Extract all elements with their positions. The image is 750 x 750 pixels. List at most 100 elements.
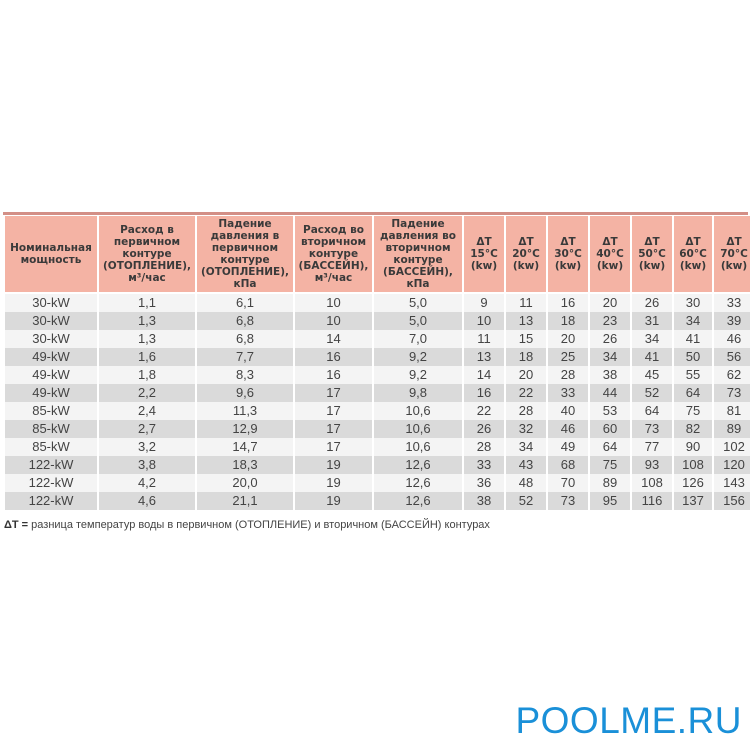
table-cell: 1,8	[99, 366, 195, 384]
table-cell: 68	[548, 456, 588, 474]
table-cell: 10	[295, 294, 372, 312]
table-cell: 38	[464, 492, 504, 510]
table-cell: 90	[674, 438, 712, 456]
table-cell: 52	[632, 384, 672, 402]
table-cell: 5,0	[374, 312, 462, 330]
table-cell: 17	[295, 438, 372, 456]
table-cell: 85-kW	[5, 438, 97, 456]
table-cell: 34	[674, 312, 712, 330]
table-cell: 73	[548, 492, 588, 510]
table-cell: 20	[548, 330, 588, 348]
table-cell: 82	[674, 420, 712, 438]
table-row: 122-kW 4,2 20,0 19 12,6 36 48 70 89 108 126 143	[5, 474, 750, 492]
table-cell: 18	[548, 312, 588, 330]
table-cell: 30	[674, 294, 712, 312]
table-cell: 95	[590, 492, 630, 510]
table-row: 122-kW 4,6 21,1 19 12,6 38 52 73 95 116 137 156	[5, 492, 750, 510]
table-cell: 75	[674, 402, 712, 420]
table-cell: 53	[590, 402, 630, 420]
column-header: ΔT 60°C (kw)	[674, 216, 712, 294]
table-cell: 77	[632, 438, 672, 456]
table-row: 85-kW 2,7 12,9 17 10,6 26 32 46 60 73 82 89	[5, 420, 750, 438]
footnote-text: разница температур воды в первичном (ОТО…	[28, 519, 490, 531]
table-row: 85-kW 3,2 14,7 17 10,6 28 34 49 64 77 90 102	[5, 438, 750, 456]
table-cell: 12,9	[197, 420, 293, 438]
table-row: 30-kW 1,3 6,8 10 5,0 10 13 18 23 31 34 39	[5, 312, 750, 330]
table-cell: 6,1	[197, 294, 293, 312]
table-cell: 2,4	[99, 402, 195, 420]
table-cell: 44	[590, 384, 630, 402]
table-cell: 36	[464, 474, 504, 492]
table-cell: 16	[295, 366, 372, 384]
table-cell: 49	[548, 438, 588, 456]
table-cell: 20,0	[197, 474, 293, 492]
table-cell: 56	[714, 348, 750, 366]
table-cell: 16	[548, 294, 588, 312]
table-cell: 48	[506, 474, 546, 492]
table-cell: 28	[506, 402, 546, 420]
table-cell: 1,3	[99, 312, 195, 330]
table-cell: 33	[548, 384, 588, 402]
table-row: 122-kW 3,8 18,3 19 12,6 33 43 68 75 93 108 120	[5, 456, 750, 474]
table-cell: 20	[506, 366, 546, 384]
column-header: Падение давления во вторичном контуре (Б…	[374, 216, 462, 294]
table-cell: 93	[632, 456, 672, 474]
table-top-rule	[3, 212, 748, 215]
table-cell: 38	[590, 366, 630, 384]
table-cell: 10,6	[374, 438, 462, 456]
table-cell: 108	[632, 474, 672, 492]
table-cell: 12,6	[374, 456, 462, 474]
table-cell: 4,6	[99, 492, 195, 510]
table-cell: 30-kW	[5, 294, 97, 312]
table-cell: 11	[464, 330, 504, 348]
table-cell: 20	[590, 294, 630, 312]
table-cell: 45	[632, 366, 672, 384]
table-cell: 46	[714, 330, 750, 348]
table-cell: 14	[295, 330, 372, 348]
table-row: 30-kW 1,1 6,1 10 5,0 9 11 16 20 26 30 33	[5, 294, 750, 312]
column-header: ΔT 15°C (kw)	[464, 216, 504, 294]
table-cell: 137	[674, 492, 712, 510]
table-cell: 3,8	[99, 456, 195, 474]
table-cell: 85-kW	[5, 402, 97, 420]
table-cell: 18,3	[197, 456, 293, 474]
table-cell: 2,2	[99, 384, 195, 402]
footnote-term: ΔT =	[4, 519, 29, 531]
table-cell: 10,6	[374, 402, 462, 420]
table-cell: 9,2	[374, 348, 462, 366]
table-cell: 12,6	[374, 492, 462, 510]
table-cell: 12,6	[374, 474, 462, 492]
table-cell: 14	[464, 366, 504, 384]
table-cell: 9	[464, 294, 504, 312]
table-cell: 55	[674, 366, 712, 384]
table-cell: 49-kW	[5, 348, 97, 366]
table-cell: 11,3	[197, 402, 293, 420]
column-header: Номинальная мощность	[5, 216, 97, 294]
table-cell: 16	[295, 348, 372, 366]
table-cell: 14,7	[197, 438, 293, 456]
table-cell: 75	[590, 456, 630, 474]
table-cell: 73	[714, 384, 750, 402]
table-cell: 10	[295, 312, 372, 330]
table-cell: 34	[590, 348, 630, 366]
table-cell: 102	[714, 438, 750, 456]
table-cell: 21,1	[197, 492, 293, 510]
table-cell: 122-kW	[5, 492, 97, 510]
table-cell: 116	[632, 492, 672, 510]
table-cell: 26	[464, 420, 504, 438]
table-row: 49-kW 1,8 8,3 16 9,2 14 20 28 38 45 55 62	[5, 366, 750, 384]
table-cell: 60	[590, 420, 630, 438]
table-cell: 30-kW	[5, 330, 97, 348]
specs-table: Номинальная мощность Расход в первичном к…	[3, 216, 750, 510]
table-cell: 89	[590, 474, 630, 492]
table-cell: 64	[590, 438, 630, 456]
column-header: Расход в первичном контуре (ОТОПЛЕНИЕ), …	[99, 216, 195, 294]
table-cell: 46	[548, 420, 588, 438]
table-cell: 26	[590, 330, 630, 348]
table-cell: 19	[295, 456, 372, 474]
table-cell: 31	[632, 312, 672, 330]
table-row: 49-kW 2,2 9,6 17 9,8 16 22 33 44 52 64 73	[5, 384, 750, 402]
table-cell: 49-kW	[5, 366, 97, 384]
table-cell: 7,0	[374, 330, 462, 348]
table-cell: 39	[714, 312, 750, 330]
